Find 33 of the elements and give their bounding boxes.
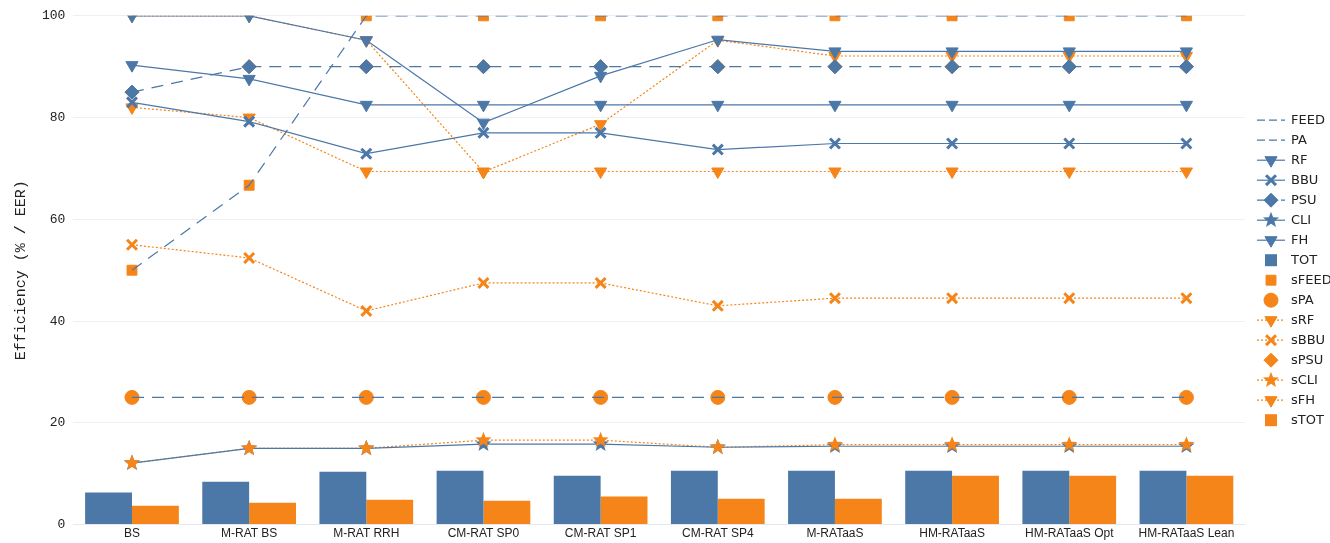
legend-label: BBU	[1291, 171, 1319, 187]
legend-label: sFH	[1291, 391, 1316, 407]
y-axis-title: Efficiency (% / EER)	[12, 180, 30, 361]
legend-label: RF	[1291, 151, 1308, 167]
legend-label: sCLI	[1291, 371, 1318, 387]
x-tick-label: HM-RATaaS Opt	[1025, 526, 1115, 541]
x-tick-label: M-RAT BS	[221, 526, 278, 541]
legend-label: CLI	[1291, 211, 1312, 227]
legend-label: TOT	[1290, 251, 1318, 267]
x-tick-label: CM-RAT SP1	[564, 526, 637, 541]
legend-label: sPA	[1291, 291, 1314, 307]
legend-label: sTOT	[1291, 411, 1324, 427]
y-tick-label: 0	[57, 517, 66, 533]
legend-label: FEED	[1291, 111, 1325, 127]
x-tick-label: M-RATaaS	[806, 526, 864, 541]
x-tick-label: CM-RAT SP4	[681, 526, 754, 541]
y-tick-label: 40	[49, 313, 66, 329]
legend-label: sPSU	[1291, 351, 1324, 367]
x-tick-label: HM-RATaaS	[919, 526, 985, 541]
x-tick-label: HM-RATaaS Lean	[1138, 526, 1235, 541]
x-tick-label: BS	[123, 526, 140, 541]
legend-label: PA	[1291, 131, 1308, 147]
y-tick-label: 80	[49, 110, 66, 125]
y-tick-label: 60	[49, 211, 66, 227]
y-tick-label: 20	[49, 415, 66, 431]
y-tick-label: 100	[42, 8, 66, 24]
legend-label: PSU	[1291, 191, 1317, 207]
legend-label: sBBU	[1291, 331, 1326, 347]
x-tick-label: CM-RAT SP0	[447, 526, 520, 541]
legend-label: sRF	[1291, 311, 1315, 327]
x-tick-label: M-RAT RRH	[333, 526, 400, 541]
legend-label: sFEED	[1291, 271, 1330, 287]
legend-label: FH	[1291, 231, 1309, 247]
